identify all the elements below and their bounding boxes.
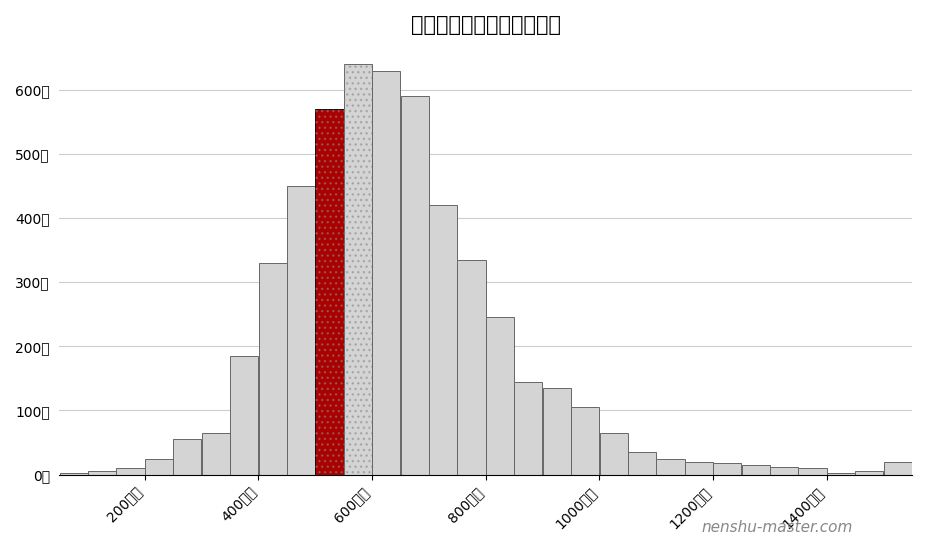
Bar [685,462,713,475]
Bar [230,356,259,475]
Bar [486,317,514,475]
Bar [856,471,883,475]
Text: nenshu-master.com: nenshu-master.com [702,520,853,535]
Bar [883,462,912,475]
Bar [315,109,344,475]
Bar [742,465,769,475]
Bar [514,382,542,475]
Bar [400,96,429,475]
Bar [145,458,173,475]
Bar [770,467,798,475]
Bar [344,64,372,475]
Bar [713,463,742,475]
Bar [59,473,88,475]
Bar [117,468,145,475]
Bar [287,186,315,475]
Bar [628,452,656,475]
Bar [600,433,628,475]
Bar [429,205,457,475]
Bar [315,109,344,475]
Bar [656,458,684,475]
Bar [173,439,201,475]
Bar [571,407,599,475]
Bar [798,468,827,475]
Bar [344,64,372,475]
Bar [827,473,855,475]
Bar [259,263,286,475]
Bar [373,71,400,475]
Bar [88,471,116,475]
Bar [457,260,486,475]
Bar [202,433,230,475]
Title: 岐阜造園の年収ポジション: 岐阜造園の年収ポジション [411,15,561,35]
Bar [542,388,571,475]
